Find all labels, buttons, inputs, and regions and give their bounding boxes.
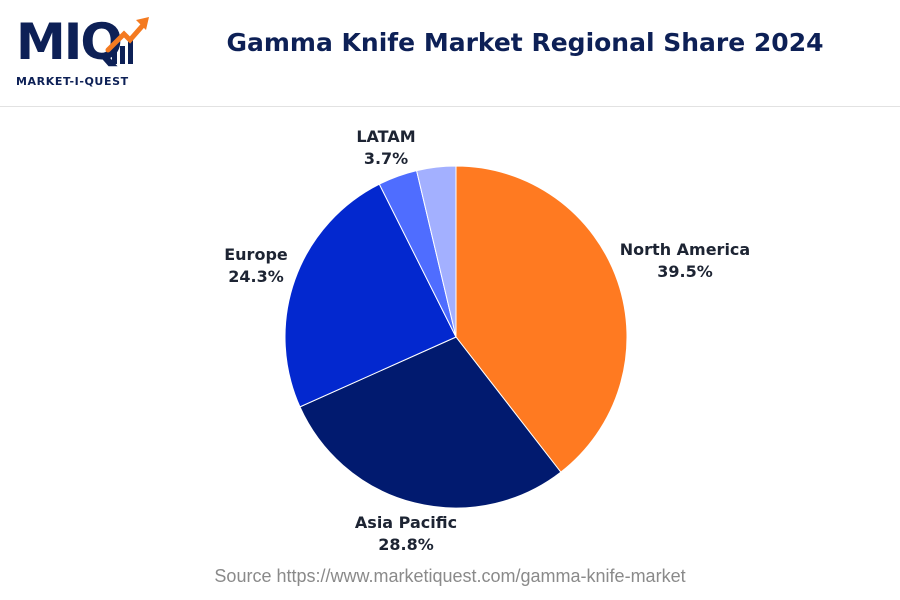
slice-label-value: 3.7% <box>364 149 408 168</box>
pie-slices <box>284 165 628 509</box>
pie-slice-europe[interactable] <box>284 183 457 408</box>
slice-label-value: 24.3% <box>228 267 284 286</box>
source-footnote: Source https://www.marketiquest.com/gamm… <box>214 566 686 586</box>
logo-mark: MIQ <box>16 13 123 71</box>
pie-slice-north-america[interactable] <box>455 165 628 473</box>
slice-label-name: Europe <box>224 245 288 264</box>
pie-slice-latam[interactable] <box>415 165 457 338</box>
slice-label-name: Asia Pacific <box>355 513 457 532</box>
header: MIQ MARKET-I-QUEST Gamma Knife Market Re… <box>0 0 900 107</box>
growth-arrow-icon <box>105 17 149 64</box>
chart-title: Gamma Knife Market Regional Share 2024 <box>226 28 824 57</box>
slice-label-value: 39.5% <box>657 262 713 281</box>
slice-label-name: LATAM <box>356 127 415 146</box>
pie-slice-asia-pacific[interactable] <box>299 336 562 509</box>
slice-label-value: 28.8% <box>378 535 434 554</box>
logo[interactable]: MIQ MARKET-I-QUEST <box>16 12 166 92</box>
logo-subtitle: MARKET-I-QUEST <box>16 75 129 88</box>
slice-label-name: North America <box>620 240 750 259</box>
pie-labels: North America 39.5% Asia Pacific 28.8% Europ… <box>224 127 750 554</box>
pie-chart: North America 39.5% Asia Pacific 28.8% Europ… <box>224 127 750 554</box>
